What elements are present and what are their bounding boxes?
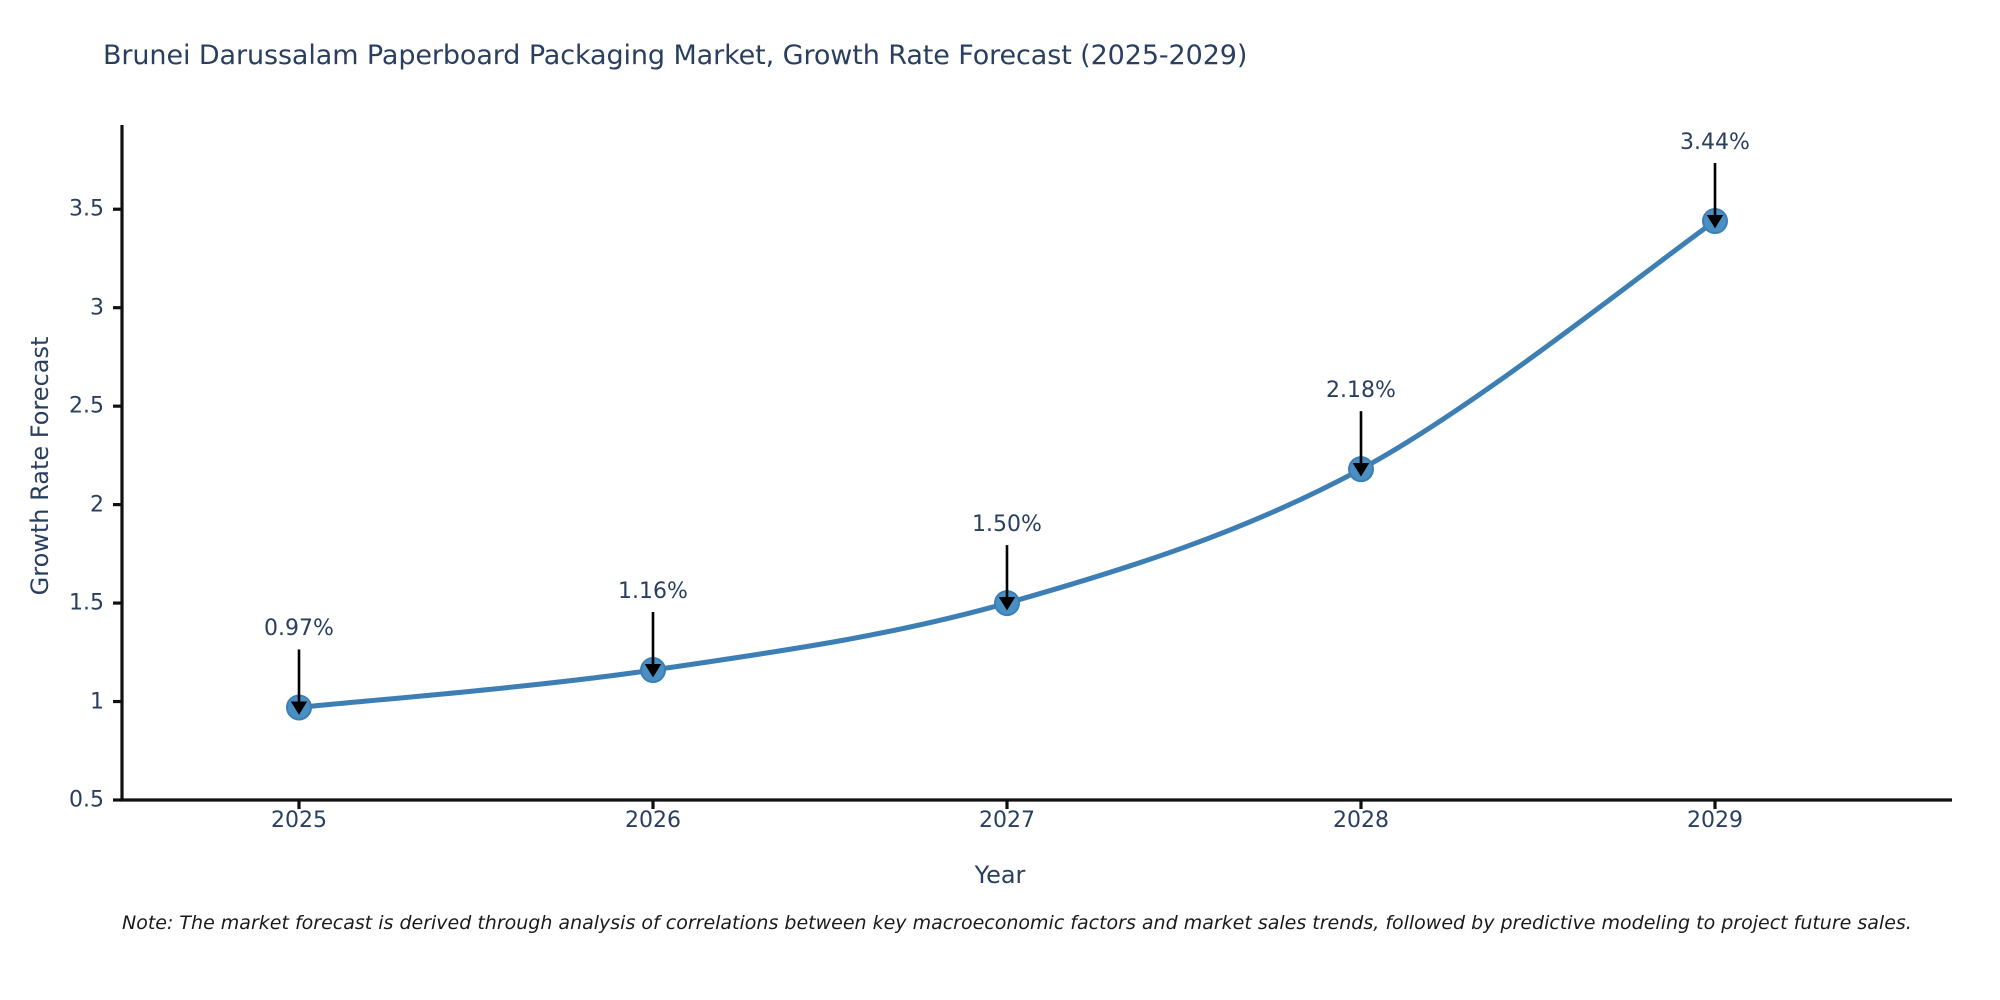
point-value-label: 1.16% (618, 579, 688, 605)
y-tick-label: 2 (90, 492, 104, 518)
chart-footnote: Note: The market forecast is derived thr… (122, 912, 1912, 934)
series-line (296, 218, 1718, 710)
y-tick-label: 0.5 (69, 787, 104, 813)
annotation-arrows (290, 163, 1724, 715)
x-tick-label: 2025 (271, 808, 327, 833)
y-tick-label: 1.5 (69, 590, 104, 616)
y-tick-label: 1 (90, 689, 104, 715)
point-value-label: 1.50% (972, 512, 1042, 538)
point-value-label: 3.44% (1680, 130, 1750, 156)
x-tick-label: 2029 (1687, 808, 1743, 833)
y-tick-label: 2.5 (69, 393, 104, 419)
x-tick-label: 2028 (1333, 808, 1389, 833)
y-tick-label: 3.5 (69, 196, 104, 222)
series-markers (286, 208, 1728, 721)
y-tick-label: 3 (90, 295, 104, 321)
chart-title: Brunei Darussalam Paperboard Packaging M… (103, 40, 1248, 71)
x-tick-label: 2026 (625, 808, 681, 833)
x-tick-label: 2027 (979, 808, 1035, 833)
x-axis-title: Year (974, 861, 1026, 889)
axis-tick-marks (113, 207, 1717, 809)
point-value-label: 2.18% (1326, 378, 1396, 404)
point-value-label: 0.97% (264, 616, 334, 642)
